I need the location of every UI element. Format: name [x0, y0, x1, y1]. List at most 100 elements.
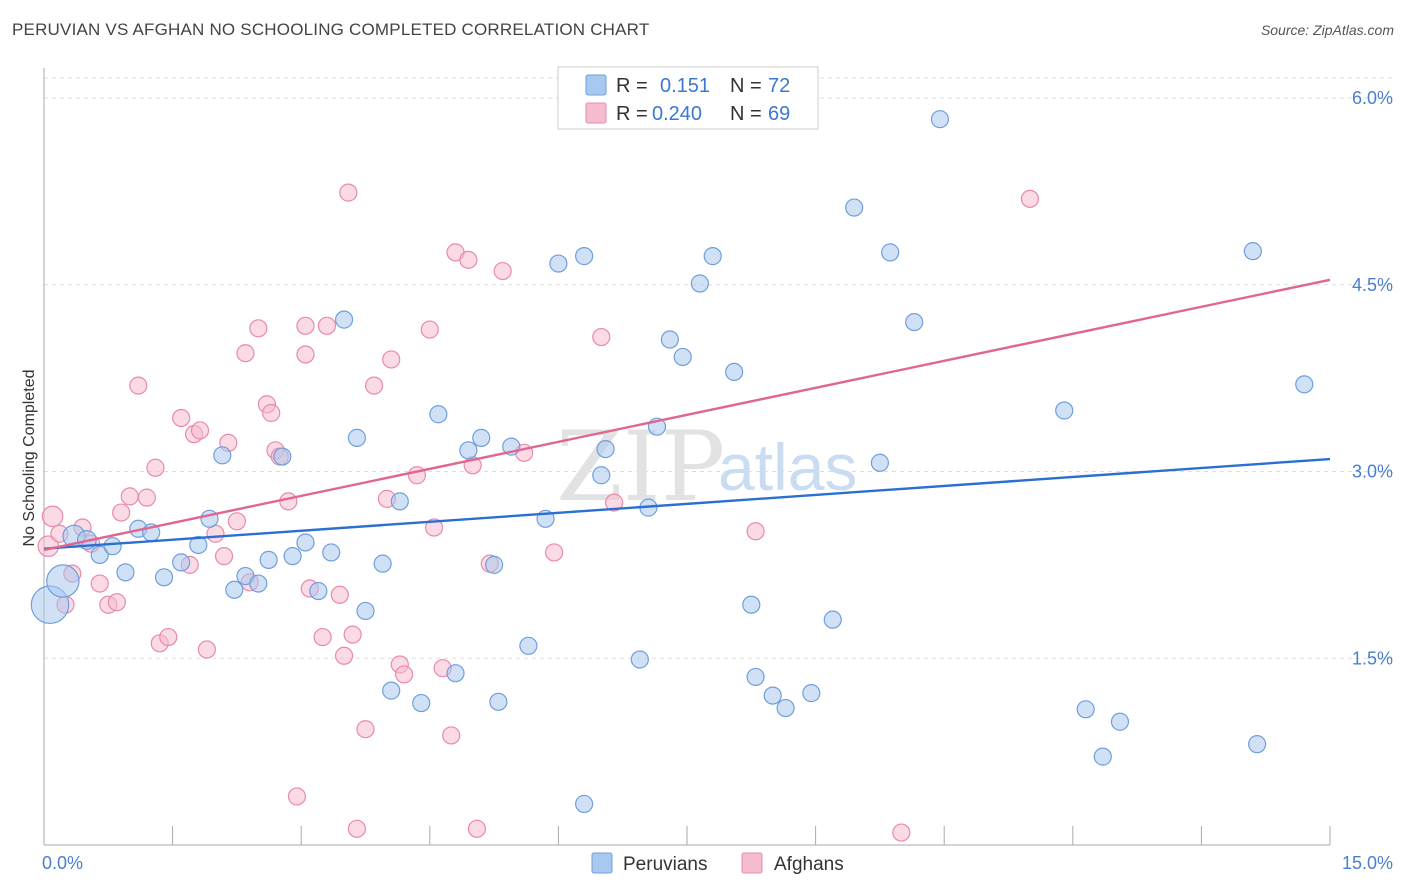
afghan-point-42 [339, 183, 358, 202]
peruvian-point-31 [446, 664, 465, 683]
x-tick-label-min: 0.0% [42, 853, 83, 873]
y-tick-labels: 1.5% 3.0% 4.5% 6.0% [1352, 88, 1393, 668]
peruvian-point-5 [103, 537, 122, 556]
afghan-point-33 [279, 492, 298, 511]
afghan-point-39 [317, 316, 337, 335]
peruvian-point-18 [273, 447, 292, 466]
afghan-point-50 [394, 665, 414, 684]
peruvian-point-37 [519, 636, 538, 655]
peruvian-point-68 [1248, 735, 1267, 754]
peruvian-point-48 [673, 347, 692, 367]
peruvian-point-57 [823, 610, 842, 629]
afghan-point-28 [249, 319, 268, 338]
peruvian-point-39 [549, 254, 568, 273]
afghan-point-7 [90, 574, 109, 593]
afghan-point-34 [287, 787, 307, 806]
stats-legend: R = 0.151 N = 72 R = 0.240 N = 69 [557, 66, 819, 130]
peruvian-point-22 [322, 543, 341, 562]
peruvian-point-66 [1110, 712, 1130, 731]
afghan-point-20 [190, 421, 210, 440]
peruvian-point-44 [630, 650, 649, 669]
legend-n-value-1: 72 [768, 75, 790, 97]
series-legend: Peruvians Afghans [591, 852, 844, 875]
afghan-point-11 [120, 487, 139, 506]
afghan-point-9 [107, 593, 126, 612]
peruvian-point-61 [905, 313, 924, 332]
peruvian-point-47 [660, 330, 679, 349]
trend-lines [43, 278, 1331, 552]
afghan-point-68 [424, 518, 444, 537]
peruvian-point-19 [283, 547, 302, 566]
peruvian-point-60 [881, 243, 900, 262]
afghan-point-35 [296, 345, 315, 364]
peruvian-point-42 [575, 794, 594, 814]
afghans-trend-line [43, 278, 1331, 552]
afghan-point-43 [343, 625, 362, 644]
afghan-point-41 [334, 646, 354, 665]
afghan-point-30 [262, 403, 281, 423]
x-tick-label-max: 15.0% [1342, 853, 1393, 873]
peruvian-point-43 [592, 466, 611, 485]
peruvian-point-65 [1093, 747, 1112, 766]
afghan-point-12 [129, 376, 148, 395]
afghan-point-54 [442, 726, 461, 745]
afghan-point-26 [236, 344, 255, 363]
afghan-point-10 [112, 503, 131, 522]
peruvian-point-41 [596, 439, 615, 459]
afghan-point-40 [330, 585, 349, 604]
legend-swatch-peruvians [585, 74, 607, 96]
afghan-point-67 [1020, 189, 1040, 208]
legend-r-label-1: R = [616, 75, 648, 97]
peruvian-point-33 [472, 428, 491, 447]
peruvian-point-49 [690, 274, 709, 293]
afghan-point-36 [296, 316, 315, 335]
afghan-point-46 [364, 376, 384, 395]
watermark-atlas: atlas [718, 430, 857, 504]
y-tick-label-2: 4.5% [1352, 275, 1393, 295]
legend-n-label-2: N = [730, 103, 762, 125]
peruvian-point-27 [382, 681, 401, 700]
peruvian-point-50 [703, 247, 722, 266]
peruvian-point-4 [90, 545, 109, 565]
peruvian-point-56 [802, 684, 821, 703]
peruvian-point-67 [1243, 242, 1262, 261]
bottom-legend-swatch-peruvians [591, 852, 613, 874]
afghan-point-23 [214, 547, 234, 566]
y-tick-label-3: 6.0% [1352, 88, 1393, 108]
afghan-point-14 [146, 458, 165, 477]
afghan-point-38 [313, 627, 332, 647]
source-label: Source: ZipAtlas.com [1260, 22, 1394, 38]
peruvian-point-10 [172, 553, 191, 572]
afghan-point-45 [356, 720, 375, 739]
legend-r-value-2: 0.240 [652, 103, 702, 125]
afghan-point-1 [41, 505, 64, 528]
bottom-legend-swatch-afghans [741, 852, 763, 874]
afghan-point-16 [159, 627, 178, 647]
legend-n-label-1: N = [730, 75, 762, 97]
afghan-point-25 [227, 512, 246, 531]
afghan-point-60 [493, 261, 512, 281]
peruvian-point-62 [930, 110, 950, 129]
peruvian-point-54 [763, 686, 782, 705]
bottom-legend-peruvians: Peruvians [623, 854, 708, 875]
peruvian-point-14 [225, 580, 244, 599]
peruvian-point-40 [575, 247, 594, 266]
peruvian-point-63 [1055, 401, 1074, 420]
peruvian-point-24 [347, 428, 367, 447]
peruvians-trend-line [43, 457, 1331, 550]
peruvian-point-11 [189, 535, 208, 555]
bottom-legend-afghans: Afghans [774, 854, 844, 875]
peruvian-point-55 [776, 698, 795, 718]
afghan-point-58 [467, 819, 487, 838]
afghan-point-44 [347, 819, 367, 838]
legend-n-value-2: 69 [768, 103, 790, 125]
peruvian-point-21 [309, 581, 328, 601]
afghan-point-62 [545, 543, 564, 562]
peruvian-point-52 [742, 595, 761, 614]
peruvian-point-35 [489, 692, 508, 711]
afghan-point-56 [459, 250, 478, 269]
afghans-points [37, 183, 1040, 842]
peruvian-point-28 [390, 492, 409, 511]
legend-r-label-2: R = [616, 103, 648, 125]
peruvian-point-34 [485, 555, 504, 574]
